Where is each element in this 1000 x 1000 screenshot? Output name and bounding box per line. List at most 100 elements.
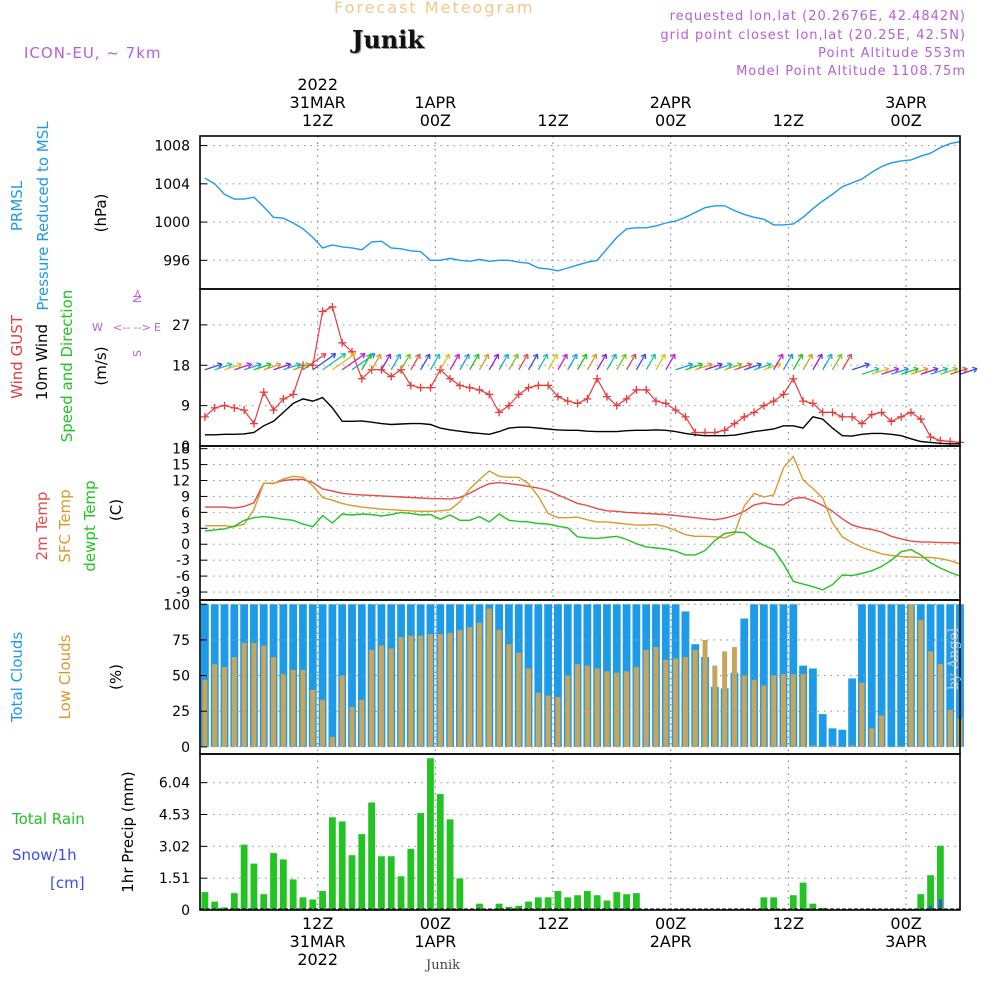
wind-direction-arrow — [704, 362, 723, 371]
arrow-head — [572, 353, 578, 360]
arrow-head — [464, 353, 470, 360]
gust-marker — [897, 412, 906, 421]
arrow-shaft — [606, 353, 617, 371]
total-cloud-bar — [858, 604, 866, 747]
gust-marker — [338, 338, 347, 347]
low-cloud-bar — [300, 669, 306, 747]
gust-marker — [593, 374, 602, 383]
arrow-shaft — [782, 353, 794, 371]
gust-marker — [828, 408, 837, 417]
rain-bar — [554, 891, 562, 910]
arrow-head — [562, 353, 568, 360]
arrow-shaft — [910, 368, 929, 375]
arrow-head — [621, 353, 627, 360]
arrow-head — [395, 353, 402, 360]
gust-marker — [730, 419, 739, 428]
arrow-shaft — [292, 363, 311, 371]
arrow-shaft — [469, 353, 480, 371]
rain-bar — [917, 894, 925, 910]
top-time-label: 12Z — [302, 111, 333, 130]
arrow-shaft — [763, 363, 782, 371]
wind-10m-axis-label: 10m Wind — [33, 324, 51, 400]
wind-direction-arrow — [224, 362, 243, 371]
arrow-shaft — [626, 353, 637, 371]
arrow-shaft — [312, 353, 337, 371]
wind-direction-arrow — [753, 362, 772, 371]
wind-direction-arrow — [273, 362, 292, 371]
arrow-head — [717, 362, 723, 369]
pressure-axis-label-2: Pressure Reduced to MSL — [34, 121, 52, 311]
low-cloud-bar — [222, 667, 228, 747]
bottom-time-label: 2APR — [650, 932, 692, 951]
arrow-head — [726, 362, 733, 369]
low-cloud-bar — [937, 664, 943, 747]
gust-marker — [504, 401, 513, 410]
low-cloud-bar — [280, 674, 286, 747]
low-cloud-bar — [329, 736, 335, 747]
wind-direction-arrow — [802, 353, 813, 371]
grid-point: grid point closest lon,lat (20.25E, 42.5… — [660, 28, 966, 43]
wind-direction-arrow — [243, 362, 262, 371]
arrow-head — [375, 353, 382, 360]
arrow-shaft — [273, 363, 291, 371]
arrow-head — [697, 362, 704, 369]
arrow-head — [591, 353, 598, 360]
wind-direction-arrow — [449, 353, 460, 371]
arrow-head — [874, 366, 880, 373]
top-time-label: 00Z — [655, 111, 686, 130]
arrow-shaft — [527, 353, 539, 371]
arrow-head — [913, 366, 919, 373]
pressure-axis-label-1: PRMSL — [8, 180, 26, 231]
wind-direction-arrow — [488, 353, 500, 371]
arrow-head — [846, 353, 853, 360]
total-rain-label: Total Rain — [11, 810, 85, 828]
snow-bar — [938, 899, 942, 910]
y-tick-label: 75 — [172, 633, 190, 649]
gust-marker — [485, 390, 494, 399]
arrow-head — [340, 353, 347, 359]
arrow-head — [777, 353, 784, 360]
arrow-head — [236, 362, 243, 369]
gust-marker — [779, 390, 788, 399]
wind-direction-arrow — [420, 353, 431, 371]
rain-bar — [534, 897, 542, 910]
arrow-shaft — [704, 363, 723, 371]
snow-bar — [929, 905, 933, 910]
rain-bar — [770, 897, 778, 910]
rain-bar — [936, 845, 944, 910]
gust-marker — [220, 401, 229, 410]
low-cloud-bar — [653, 647, 659, 747]
arrow-head — [687, 362, 694, 369]
wind-direction-arrow — [586, 353, 598, 371]
temp-dewpt-axis-label: dewpt Temp — [81, 480, 99, 571]
wind-direction-arrow — [253, 362, 272, 371]
wind-direction-arrow — [675, 362, 694, 371]
y-tick-label: 1008 — [154, 139, 190, 155]
rain-bar — [927, 875, 934, 910]
arrow-head — [424, 353, 431, 360]
low-cloud-bar — [918, 619, 924, 747]
gust-marker — [200, 412, 209, 421]
wind-direction-arrow — [655, 353, 666, 371]
total-cloud-bar — [848, 678, 857, 747]
wind-direction-arrow — [204, 362, 223, 371]
precip-axis-label: 1hr Precip (mm) — [119, 771, 137, 892]
snow-label: Snow/1h — [12, 846, 77, 864]
wind-direction-arrow — [537, 353, 549, 371]
gust-marker — [926, 433, 935, 442]
arrow-shaft — [439, 353, 450, 371]
bottom-time-label: 00Z — [420, 914, 451, 933]
low-cloud-bar — [633, 667, 639, 747]
low-cloud-bar — [555, 696, 561, 747]
low-cloud-bar — [673, 658, 679, 747]
rain-bar — [387, 856, 395, 910]
gust-marker — [465, 383, 474, 392]
rain-bar — [799, 882, 807, 910]
arrow-shaft — [920, 368, 939, 375]
arrow-shaft — [822, 353, 833, 371]
rain-bar — [358, 834, 366, 910]
low-cloud-bar — [741, 675, 747, 747]
low-cloud-bar — [761, 685, 767, 747]
arrow-shaft — [831, 353, 843, 371]
wind-direction-arrow — [567, 353, 578, 371]
